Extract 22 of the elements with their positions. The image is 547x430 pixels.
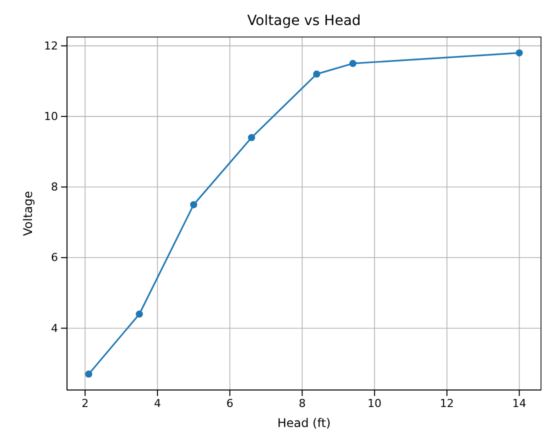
point bbox=[190, 201, 198, 208]
point bbox=[349, 60, 356, 68]
x-tick-label: 8 bbox=[298, 396, 306, 410]
point bbox=[516, 49, 523, 56]
x-tick-label: 14 bbox=[512, 396, 526, 410]
x-tick-label: 12 bbox=[440, 396, 454, 410]
y-tick-label: 8 bbox=[51, 180, 58, 194]
point bbox=[248, 134, 256, 142]
x-axis-title: Head (ft) bbox=[277, 416, 331, 430]
x-tick-label: 10 bbox=[368, 396, 382, 410]
y-tick-label: 4 bbox=[51, 322, 58, 335]
y-axis-title: Voltage bbox=[21, 190, 35, 236]
x-tick-label: 4 bbox=[154, 396, 161, 410]
x-tick-label: 2 bbox=[82, 396, 89, 410]
x-tick-label: 6 bbox=[226, 396, 234, 410]
chart-title: Voltage vs Head bbox=[247, 13, 361, 29]
point bbox=[313, 70, 320, 78]
y-tick-label: 10 bbox=[44, 110, 58, 123]
y-tick-label: 12 bbox=[44, 39, 58, 52]
y-tick-label: 6 bbox=[51, 251, 58, 264]
point bbox=[136, 310, 143, 318]
point bbox=[85, 370, 92, 378]
